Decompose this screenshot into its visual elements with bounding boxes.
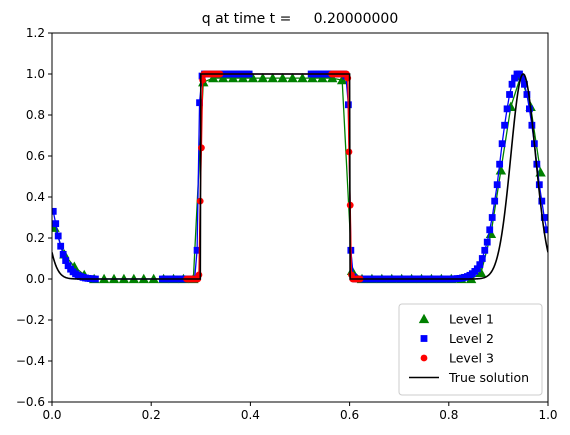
y-tick-label: 1.2: [26, 26, 45, 40]
data-point: [59, 251, 67, 258]
data-point: [297, 72, 308, 83]
data-point: [473, 265, 481, 273]
data-point: [491, 197, 499, 205]
data-point: [508, 80, 516, 88]
x-tick-label: 1.0: [538, 408, 557, 422]
series-line: [52, 73, 548, 280]
data-point: [511, 74, 518, 82]
data-point: [57, 242, 65, 250]
legend-item: Level 2: [420, 331, 494, 346]
y-tick-label: 0.0: [26, 272, 45, 286]
data-point: [501, 121, 508, 129]
data-point: [483, 238, 491, 246]
data-point: [62, 257, 70, 264]
markers-layer: [52, 70, 548, 284]
legend-label: Level 1: [449, 312, 494, 327]
legend: Level 1 Level 2 Level 3 True solution: [398, 303, 543, 396]
x-tick-label: 0.8: [439, 408, 458, 422]
data-point: [267, 72, 278, 83]
series-level-3: [183, 70, 364, 283]
y-tick-label: 0.8: [26, 108, 45, 122]
data-point: [52, 207, 57, 215]
x-tick-label: 0.2: [142, 408, 161, 422]
data-point: [277, 72, 288, 83]
data-point: [287, 72, 298, 83]
y-tick-label: 0.4: [26, 190, 45, 204]
data-point: [196, 99, 203, 107]
y-tick-label: −0.6: [16, 395, 45, 409]
data-point: [540, 214, 548, 221]
data-point: [538, 197, 546, 205]
legend-item: Level 1: [418, 312, 494, 327]
plot-area: [52, 70, 548, 284]
y-tick-label: −0.2: [16, 313, 45, 327]
data-point: [486, 226, 494, 234]
data-point: [193, 246, 201, 254]
data-point: [535, 181, 543, 189]
series-line: [53, 73, 542, 280]
legend-marker: [420, 354, 428, 362]
data-point: [317, 72, 328, 83]
data-point: [481, 246, 489, 254]
data-point: [543, 226, 548, 234]
data-point: [227, 72, 239, 83]
series-level-2: [52, 70, 548, 283]
data-point: [237, 72, 249, 83]
data-point: [498, 140, 506, 148]
legend-box: [398, 303, 543, 396]
legend-marker: [420, 335, 428, 342]
data-point: [198, 144, 205, 152]
data-point: [217, 72, 229, 83]
x-axis: 0.0 0.2 0.4 0.6 0.8 1.0: [42, 402, 558, 422]
axes-frame: [51, 32, 549, 403]
data-point: [478, 255, 486, 262]
data-point: [503, 105, 511, 113]
data-point: [523, 91, 531, 98]
legend-marker: [418, 313, 430, 324]
data-point: [54, 232, 62, 240]
series-level-1: [52, 70, 546, 284]
legend-item: Level 3: [420, 351, 494, 366]
x-tick-label: 0.0: [42, 408, 61, 422]
data-point: [521, 80, 528, 88]
data-point: [516, 70, 523, 78]
data-point: [208, 72, 219, 83]
y-axis: −0.6 −0.4 −0.2 0.0 0.2 0.4 0.6 0.8 1.0 1.2: [16, 26, 52, 409]
data-point: [345, 148, 353, 156]
data-point: [488, 214, 496, 221]
legend-label: Level 3: [449, 351, 494, 366]
data-point: [257, 72, 268, 83]
data-point: [327, 72, 338, 83]
data-point: [518, 74, 526, 82]
y-tick-label: 0.6: [26, 149, 45, 163]
x-tick-label: 0.6: [340, 408, 359, 422]
data-point: [475, 267, 487, 278]
legend-label: True solution: [448, 370, 529, 385]
data-point: [307, 72, 318, 83]
y-tick-label: −0.4: [16, 354, 45, 368]
data-point: [526, 105, 533, 113]
true-solution-line: [52, 73, 548, 280]
legend-item: True solution: [409, 370, 529, 385]
legend-label: Level 2: [449, 331, 494, 346]
data-point: [247, 72, 259, 83]
data-point: [52, 220, 60, 228]
data-point: [195, 271, 203, 279]
data-point: [64, 262, 72, 270]
y-tick-label: 0.2: [26, 231, 45, 245]
data-point: [336, 74, 348, 85]
data-point: [496, 160, 504, 168]
y-tick-label: 1.0: [26, 67, 45, 81]
series-line: [186, 73, 361, 280]
chart-title: q at time t = 0.20000000: [202, 11, 398, 27]
data-point: [506, 91, 513, 98]
data-point: [493, 181, 501, 189]
data-point: [476, 261, 484, 269]
x-tick-label: 0.4: [241, 408, 260, 422]
